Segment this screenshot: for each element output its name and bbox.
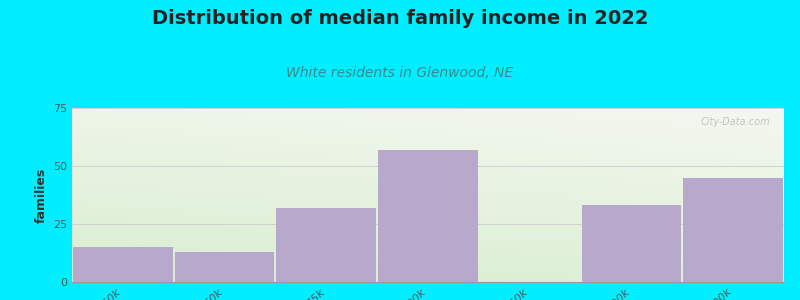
Bar [378,150,478,282]
Text: Distribution of median family income in 2022: Distribution of median family income in … [152,9,648,28]
Bar [277,208,376,282]
Bar [174,252,274,282]
Text: City-Data.com: City-Data.com [700,117,770,127]
Bar [683,178,783,282]
Bar [73,247,173,282]
Y-axis label: families: families [34,167,47,223]
Bar [582,206,682,282]
Text: White residents in Glenwood, NE: White residents in Glenwood, NE [286,66,514,80]
